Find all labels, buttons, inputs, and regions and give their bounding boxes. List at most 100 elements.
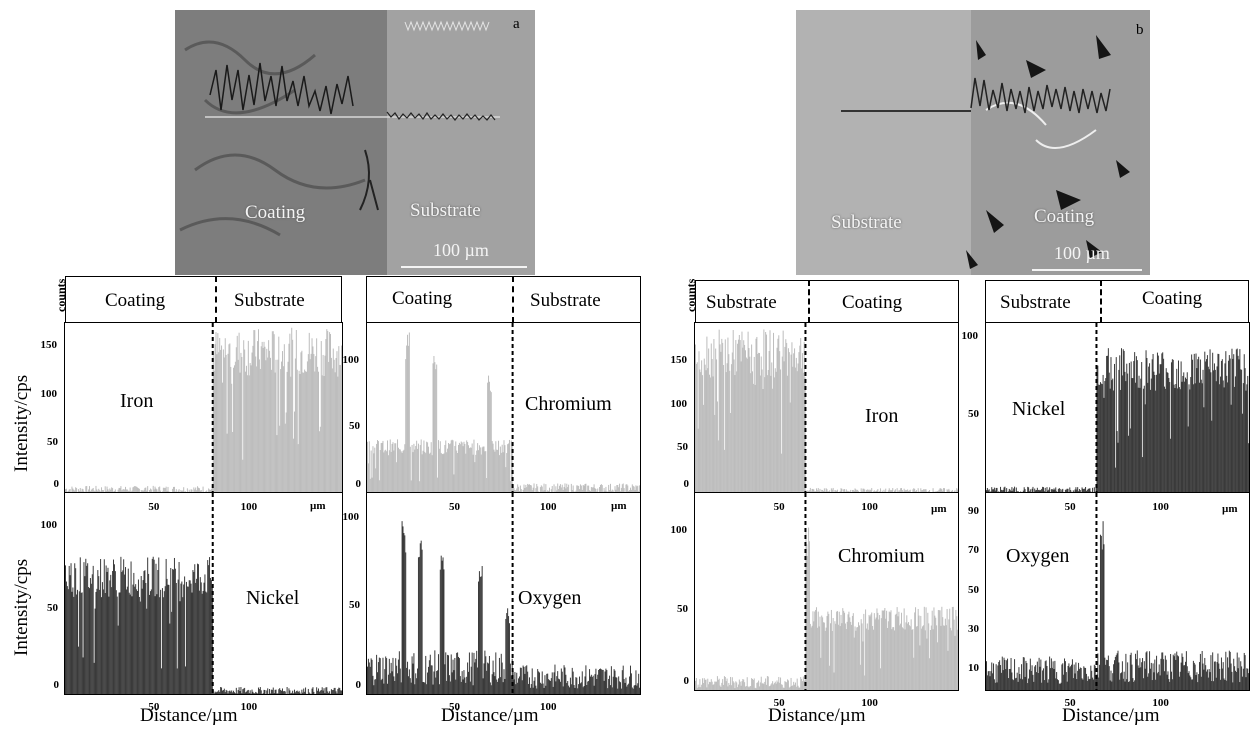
histogram-bar [386, 451, 388, 493]
histogram-bar [1213, 681, 1215, 690]
histogram-bar [709, 377, 711, 493]
histogram-bar [1064, 661, 1066, 690]
histogram-bar [245, 365, 247, 493]
histogram-bar [845, 629, 847, 690]
histogram-bar [530, 485, 532, 493]
histogram-bar [713, 338, 715, 493]
histogram-bar [757, 353, 759, 493]
histogram-bar [1223, 678, 1225, 690]
histogram-bar [73, 596, 75, 694]
histogram-bar [297, 444, 299, 493]
histogram-bar [730, 676, 732, 690]
histogram-bar [311, 688, 313, 694]
histogram-bar [957, 629, 958, 690]
histogram-bar [601, 485, 603, 493]
zone-divider [512, 276, 514, 323]
histogram-bar [1169, 382, 1171, 493]
histogram-bar [1001, 656, 1003, 690]
histogram-bar [495, 652, 497, 694]
histogram-bar [744, 350, 746, 493]
histogram-bar [773, 684, 775, 690]
histogram-bar [461, 671, 463, 694]
histogram-bar [593, 685, 595, 694]
histogram-bar [92, 565, 94, 694]
histogram-bar [1215, 677, 1217, 690]
histogram-bar [540, 485, 542, 493]
histogram-bar [1172, 359, 1174, 493]
histogram-bar [1190, 677, 1192, 690]
histogram-bar [1111, 681, 1113, 690]
histogram-bar [936, 642, 938, 690]
histogram-bar [414, 449, 416, 493]
histogram-bar [801, 678, 803, 690]
histogram-bar [619, 682, 621, 694]
histogram-bar [188, 580, 190, 694]
histogram-bar [239, 691, 241, 694]
histogram-bar [754, 384, 756, 493]
histogram-bar [1149, 668, 1151, 690]
histogram-bar [1130, 361, 1132, 493]
histogram-bar [1181, 381, 1183, 493]
histogram-bar [387, 674, 389, 694]
histogram-bar [576, 485, 578, 493]
histogram-bar [875, 490, 877, 493]
histogram-bar [113, 490, 115, 493]
histogram-bar [1133, 361, 1135, 493]
histogram-bar [472, 685, 474, 694]
histogram-bar [868, 614, 870, 690]
histogram-bar [233, 365, 235, 493]
histogram-bar [247, 689, 249, 694]
histogram-bar [1108, 372, 1110, 493]
histogram-bar [1232, 682, 1234, 690]
histogram-bar [914, 488, 916, 493]
histogram-bar [1233, 658, 1235, 690]
histogram-bar [759, 682, 761, 690]
histogram-bar [553, 672, 555, 694]
histogram-bar [70, 563, 72, 694]
histogram-bar [949, 608, 951, 690]
histogram-bar [124, 574, 126, 694]
histogram-bar [1228, 650, 1230, 690]
histogram-bar [1183, 372, 1185, 493]
histogram-bar [147, 486, 149, 493]
histogram-bar [1113, 363, 1115, 493]
histogram-bar [155, 488, 157, 493]
histogram-bar [896, 488, 898, 493]
histogram-bar [384, 669, 386, 694]
histogram-bar [733, 682, 735, 690]
x-tick-label: 50 [449, 501, 460, 513]
histogram-bar [782, 330, 784, 493]
histogram-bar [245, 691, 247, 694]
histogram-bar [1240, 661, 1242, 690]
histogram-bar [709, 374, 711, 493]
histogram-bar [615, 677, 617, 694]
histogram-bar [485, 451, 487, 493]
histogram-bar [67, 589, 69, 694]
histogram-bar [590, 674, 592, 694]
histogram-bar [785, 681, 787, 690]
histogram-bar [1107, 348, 1109, 493]
chart-panel-b-oxygen [985, 492, 1250, 691]
histogram-bar [336, 351, 338, 493]
histogram-bar [737, 343, 739, 493]
histogram-bar [702, 404, 704, 493]
histogram-bar [1229, 358, 1231, 493]
histogram-bar [88, 489, 90, 493]
histogram-bar [625, 677, 627, 694]
histogram-bar [494, 676, 496, 694]
histogram-bar [454, 445, 456, 493]
histogram-bar [917, 488, 919, 493]
histogram-bar [152, 556, 154, 694]
histogram-bar [247, 340, 249, 493]
histogram-bar [425, 453, 427, 493]
histogram-bar [292, 690, 294, 694]
histogram-bar [926, 638, 928, 690]
histogram-bar [564, 667, 566, 694]
histogram-bar [639, 687, 640, 694]
histogram-bar [779, 351, 781, 493]
histogram-bar [251, 352, 253, 493]
histogram-bar [200, 582, 202, 694]
histogram-bar [826, 616, 828, 690]
histogram-bar [743, 679, 745, 690]
histogram-bar [1132, 678, 1134, 690]
